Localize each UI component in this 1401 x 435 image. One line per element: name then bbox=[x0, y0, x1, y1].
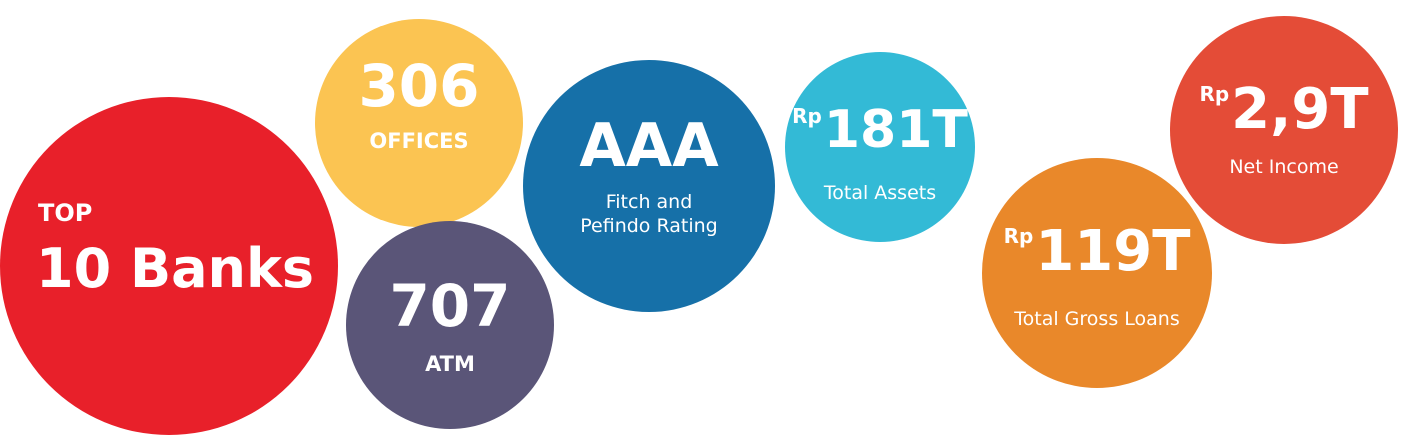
total-gross-loans-caption: Total Gross Loans bbox=[1014, 308, 1180, 330]
currency-label: Rp bbox=[792, 104, 822, 128]
net-income-figure: Rp2,9T bbox=[1170, 82, 1398, 138]
rating-value: AAA bbox=[579, 111, 719, 181]
rating-bubble: AAA Fitch and Pefindo Rating bbox=[523, 60, 775, 312]
total-gross-loans-figure: Rp119T bbox=[982, 224, 1212, 280]
offices-value: 306 bbox=[358, 52, 480, 120]
total-assets-caption: Total Assets bbox=[823, 182, 937, 204]
total-assets-bubble: Rp181T Total Assets bbox=[785, 52, 975, 242]
net-income-value: 2,9T bbox=[1231, 77, 1369, 142]
currency-label: Rp bbox=[1003, 224, 1034, 248]
net-income-caption: Net Income bbox=[1229, 156, 1339, 178]
atm-bubble: 707 ATM bbox=[346, 221, 554, 429]
total-assets-value: 181T bbox=[823, 100, 968, 160]
total-gross-loans-value: 119T bbox=[1035, 219, 1191, 284]
currency-label: Rp bbox=[1199, 82, 1230, 106]
atm-value: 707 bbox=[389, 272, 511, 340]
rating-caption-line1: Fitch and bbox=[605, 191, 693, 213]
top-banks-bubble: TOP 10 Banks bbox=[0, 97, 338, 435]
top-banks-value: 10 Banks bbox=[36, 237, 315, 300]
top-label: TOP bbox=[38, 199, 93, 227]
rating-caption-line2: Pefindo Rating bbox=[580, 214, 718, 237]
total-assets-figure: Rp181T bbox=[785, 104, 975, 156]
rating-caption: Fitch and Pefindo Rating bbox=[523, 191, 775, 239]
atm-caption: ATM bbox=[425, 352, 475, 376]
net-income-bubble: Rp2,9T Net Income bbox=[1170, 16, 1398, 244]
offices-caption: OFFICES bbox=[369, 129, 469, 153]
offices-bubble: 306 OFFICES bbox=[315, 19, 523, 227]
total-gross-loans-bubble: Rp119T Total Gross Loans bbox=[982, 158, 1212, 388]
